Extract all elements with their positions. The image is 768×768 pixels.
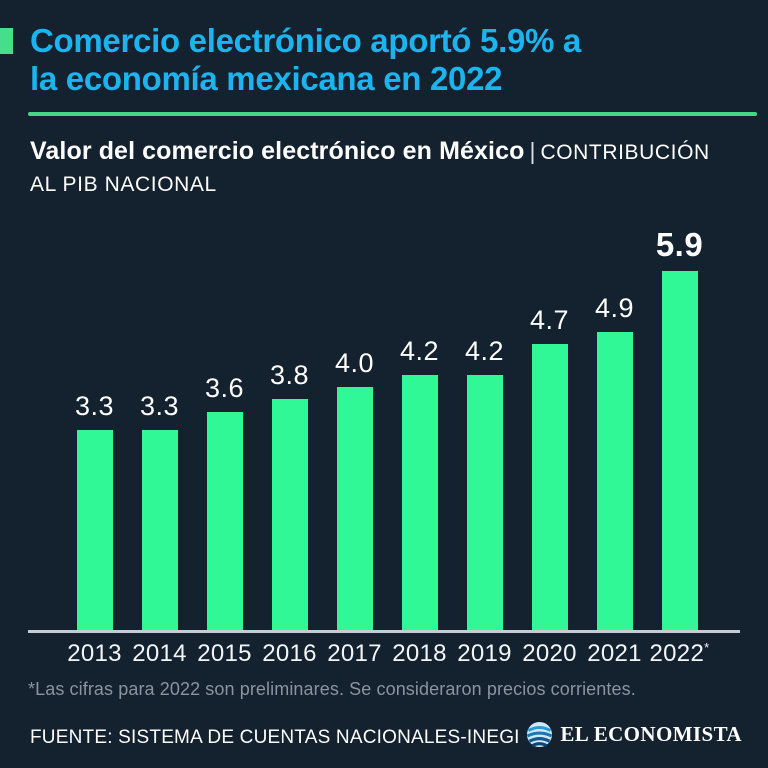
bar-value-label: 3.3 — [139, 391, 180, 422]
bar-column: 3.8 — [257, 362, 322, 632]
x-axis-label: 2018 — [392, 640, 447, 667]
chart-subtitle-line1: Valor del comercio electrónico en México… — [30, 137, 752, 166]
x-axis-label: 2016 — [262, 640, 317, 667]
bar-column: 4.2 — [387, 335, 452, 632]
subtitle-separator: | — [529, 138, 536, 164]
bar — [336, 387, 373, 632]
x-axis-label: 2019 — [457, 640, 512, 667]
bar-chart: 3.3 3.3 3.6 3.8 4.0 4.2 4.2 4.7 4.9 5.9 — [62, 228, 712, 632]
bar-value-label: 5.9 — [655, 225, 704, 263]
bar-column: 3.6 — [192, 372, 257, 632]
page-title: Comercio electrónico aportó 5.9% a la ec… — [30, 22, 750, 98]
bar-column: 4.9 — [582, 295, 647, 632]
chart-footnote: *Las cifras para 2022 son preliminares. … — [28, 679, 636, 699]
bar — [141, 430, 178, 632]
bar-value-label: 4.2 — [399, 335, 440, 366]
bar-value-label: 4.7 — [529, 305, 570, 336]
bar-column: 4.2 — [452, 335, 517, 632]
divider-line — [28, 112, 757, 116]
publisher-logo: EL ECONOMISTA — [526, 721, 742, 748]
bar-column: 4.0 — [322, 350, 387, 632]
bar-value-label: 3.6 — [204, 372, 245, 403]
bar-value-label: 3.8 — [269, 360, 310, 391]
bar-value-label: 4.9 — [594, 293, 635, 324]
x-axis-labels: 2013 2014 2015 2016 2017 2018 2019 2020 2021 2022… — [62, 640, 712, 667]
bar — [206, 411, 243, 632]
bar-value-label: 3.3 — [74, 391, 115, 422]
bar — [271, 399, 308, 632]
chart-subtitle-qualifier: CONTRIBUCIÓN — [540, 141, 710, 164]
x-axis-label: 2020 — [522, 640, 577, 667]
footnote-marker: * — [704, 640, 710, 655]
page-title-line1: Comercio electrónico aportó 5.9% a — [30, 22, 581, 59]
accent-square — [0, 28, 13, 54]
chart-subtitle: Valor del comercio electrónico en México… — [30, 137, 752, 197]
x-axis-label: 2022* — [649, 640, 710, 667]
bar-column: 5.9 — [647, 228, 712, 632]
bar-column: 3.3 — [62, 393, 127, 632]
x-axis-label: 2015 — [197, 640, 252, 667]
bar-value-label: 4.0 — [334, 348, 375, 379]
x-axis-label: 2014 — [132, 640, 187, 667]
bar-value-label: 4.2 — [464, 335, 505, 366]
publisher-logo-text: EL ECONOMISTA — [560, 722, 742, 746]
chart-subtitle-main: Valor del comercio electrónico en México — [30, 137, 525, 165]
bar — [76, 430, 113, 632]
bar — [596, 332, 633, 632]
bar-column: 4.7 — [517, 307, 582, 632]
page-title-line2: la economía mexicana en 2022 — [30, 60, 503, 97]
bar-column: 3.3 — [127, 393, 192, 632]
chart-subtitle-qualifier-line2: AL PIB NACIONAL — [30, 173, 217, 196]
bar — [661, 270, 698, 632]
bar — [401, 374, 438, 632]
x-axis-label: 2013 — [67, 640, 122, 667]
bar — [531, 344, 568, 632]
source-credit: FUENTE: SISTEMA DE CUENTAS NACIONALES-IN… — [30, 727, 520, 748]
x-axis-label: 2017 — [327, 640, 382, 667]
bar — [466, 374, 503, 632]
x-axis-line — [28, 630, 740, 633]
el-economista-globe-icon — [527, 721, 553, 748]
x-axis-label: 2021 — [587, 640, 642, 667]
